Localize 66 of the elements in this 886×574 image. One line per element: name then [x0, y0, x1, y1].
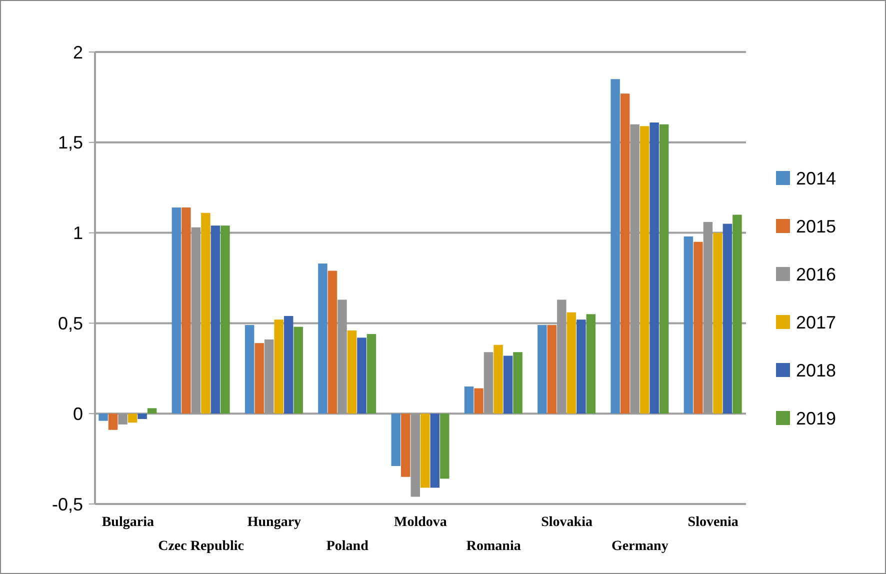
x-tick-label: Germany	[612, 539, 668, 554]
bar	[391, 414, 400, 466]
legend-label: 2016	[796, 264, 836, 284]
bar	[684, 236, 694, 414]
bar	[274, 320, 284, 414]
bar	[576, 320, 586, 414]
bar	[503, 356, 513, 414]
bar	[430, 414, 440, 488]
bar	[347, 330, 357, 414]
legend-label: 2015	[796, 216, 836, 236]
bar	[98, 414, 108, 421]
bar	[128, 414, 138, 423]
legend-label: 2017	[796, 312, 836, 332]
bar	[650, 122, 659, 414]
bar	[513, 352, 522, 414]
bar	[210, 226, 220, 414]
bar	[464, 386, 474, 414]
y-tick-label: 1,5	[58, 132, 83, 153]
bar	[244, 325, 254, 414]
bar	[610, 79, 620, 414]
bar	[640, 126, 650, 414]
y-tick-label: 2	[72, 42, 83, 62]
x-tick-label: Poland	[326, 539, 369, 554]
bar	[172, 207, 182, 414]
bar	[201, 212, 210, 414]
bar	[694, 242, 703, 414]
x-tick-label: Slovenia	[688, 515, 738, 530]
bar	[366, 334, 376, 414]
bar	[494, 344, 503, 414]
bar	[284, 316, 294, 414]
x-tick-label: Czec Republic	[158, 539, 244, 554]
bar	[147, 408, 157, 414]
bar	[659, 124, 669, 414]
x-tick-label: Romania	[466, 539, 521, 554]
bar	[538, 325, 547, 414]
bar	[732, 214, 742, 414]
y-tick-label: 0	[72, 404, 83, 424]
x-tick-label: Hungary	[247, 515, 302, 530]
bar	[713, 232, 722, 414]
bar	[220, 226, 230, 414]
bar	[547, 325, 557, 414]
bar	[318, 264, 328, 414]
bar	[328, 270, 338, 414]
bar	[440, 414, 450, 479]
bar	[138, 414, 147, 420]
bar	[420, 414, 430, 488]
x-tick-label: Slovakia	[541, 515, 592, 530]
x-tick-label: Moldova	[394, 515, 447, 530]
legend-label: 2018	[796, 360, 836, 380]
legend-label: 2014	[796, 168, 836, 188]
bar	[182, 207, 191, 414]
bar	[108, 414, 118, 430]
y-tick-label: -0,5	[52, 494, 83, 514]
bar	[474, 388, 484, 414]
y-tick-label: 0,5	[58, 314, 83, 334]
bar	[254, 343, 264, 414]
y-tick-label: 1	[72, 223, 83, 244]
bar	[294, 326, 303, 414]
x-tick-label: Bulgaria	[102, 515, 154, 530]
legend-label: 2019	[796, 408, 836, 428]
bar	[566, 312, 576, 414]
bar	[357, 338, 366, 414]
bar	[722, 224, 732, 414]
bar	[586, 314, 596, 414]
bar	[400, 414, 410, 477]
bar	[620, 94, 630, 414]
